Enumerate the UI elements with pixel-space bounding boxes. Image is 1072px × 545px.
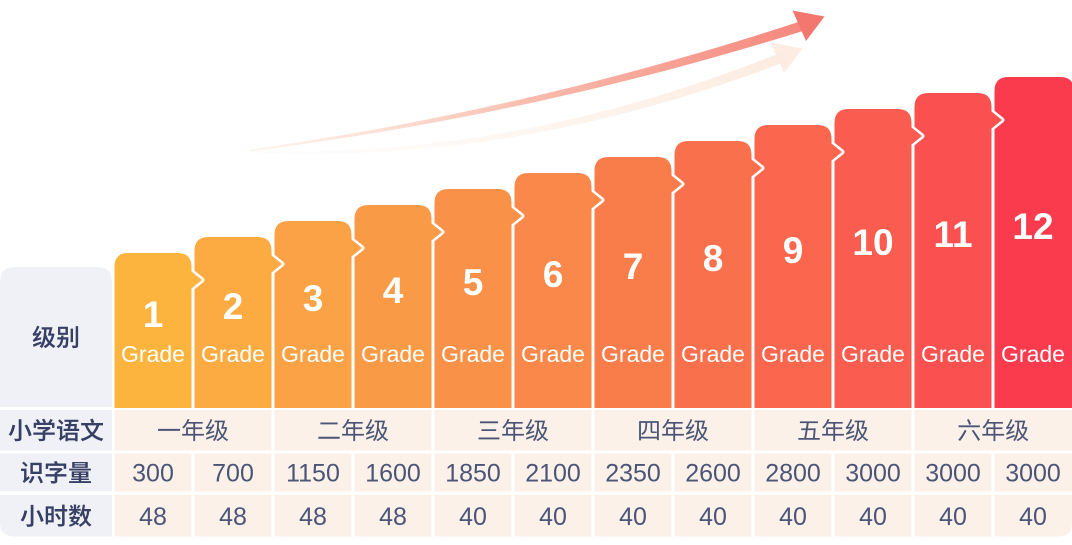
svg-text:40: 40	[459, 503, 487, 531]
svg-text:40: 40	[1019, 503, 1047, 531]
svg-text:5: 5	[463, 262, 484, 303]
svg-text:48: 48	[219, 503, 247, 531]
svg-text:Grade: Grade	[921, 341, 985, 367]
svg-text:9: 9	[783, 230, 804, 271]
svg-text:48: 48	[139, 503, 167, 531]
svg-text:7: 7	[623, 246, 644, 287]
svg-text:Grade: Grade	[601, 341, 665, 367]
svg-text:8: 8	[703, 238, 724, 279]
svg-text:4: 4	[383, 270, 404, 311]
svg-text:Grade: Grade	[441, 341, 505, 367]
svg-text:3000: 3000	[845, 460, 901, 488]
svg-text:1150: 1150	[286, 460, 340, 488]
svg-text:40: 40	[539, 503, 567, 531]
svg-text:2100: 2100	[525, 460, 581, 488]
svg-text:Grade: Grade	[841, 341, 905, 367]
svg-text:Grade: Grade	[1001, 341, 1065, 367]
svg-text:1: 1	[143, 294, 164, 335]
svg-text:48: 48	[299, 503, 327, 531]
svg-text:40: 40	[779, 503, 807, 531]
svg-text:Grade: Grade	[521, 341, 585, 367]
svg-text:48: 48	[379, 503, 407, 531]
svg-text:Grade: Grade	[201, 341, 265, 367]
svg-text:Grade: Grade	[281, 341, 345, 367]
svg-text:3000: 3000	[1005, 460, 1061, 488]
svg-text:700: 700	[212, 460, 254, 488]
svg-text:3: 3	[303, 278, 324, 319]
svg-text:Grade: Grade	[761, 341, 825, 367]
svg-text:40: 40	[699, 503, 727, 531]
svg-text:1600: 1600	[365, 460, 421, 488]
svg-text:12: 12	[1012, 206, 1053, 247]
svg-text:3000: 3000	[925, 460, 981, 488]
svg-text:Grade: Grade	[121, 341, 185, 367]
svg-text:Grade: Grade	[361, 341, 425, 367]
svg-text:Grade: Grade	[681, 341, 745, 367]
svg-text:40: 40	[619, 503, 647, 531]
svg-text:11: 11	[933, 214, 972, 255]
svg-text:10: 10	[852, 222, 893, 263]
svg-text:6: 6	[543, 254, 564, 295]
svg-text:2350: 2350	[605, 460, 661, 488]
svg-text:2800: 2800	[765, 460, 821, 488]
svg-text:1850: 1850	[445, 460, 501, 488]
svg-text:2: 2	[223, 286, 244, 327]
svg-text:2600: 2600	[685, 460, 741, 488]
svg-text:300: 300	[132, 460, 174, 488]
svg-text:40: 40	[859, 503, 887, 531]
svg-text:40: 40	[939, 503, 967, 531]
